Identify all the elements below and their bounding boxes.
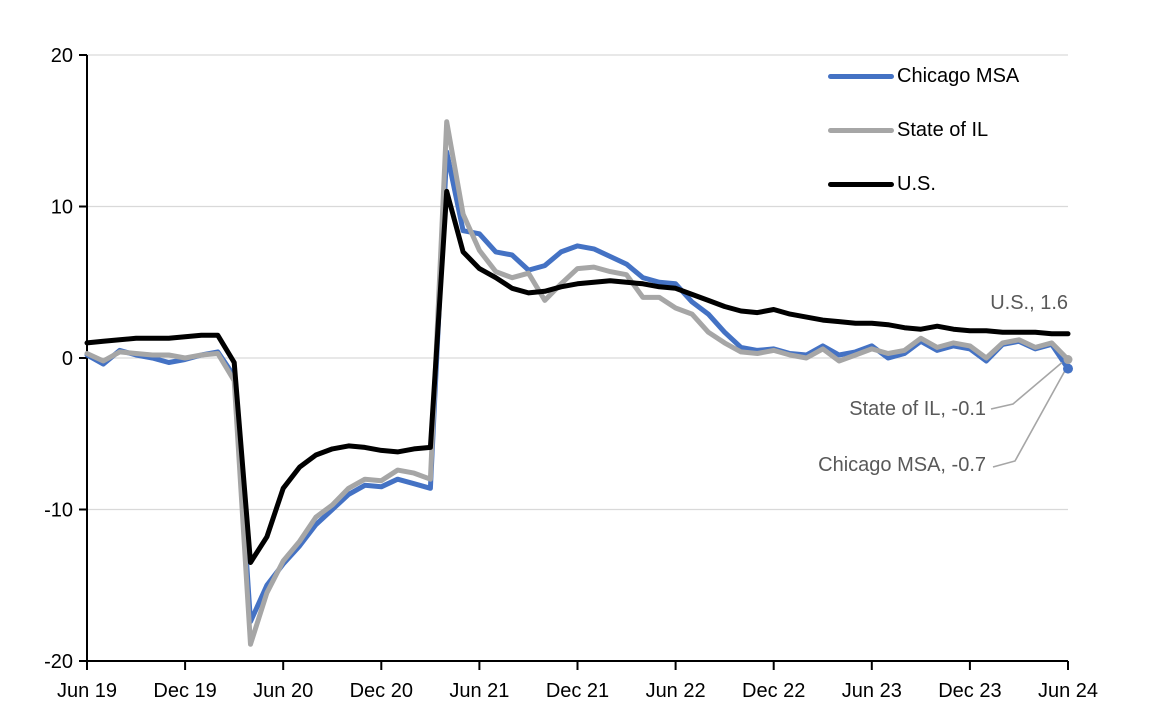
x-tick-label: Jun 20 (253, 680, 313, 702)
x-tick-label: Dec 21 (546, 680, 609, 702)
y-tick-label: 10 (51, 197, 73, 219)
x-tick-label: Dec 22 (742, 680, 805, 702)
legend-label-state-of-il: State of IL (897, 118, 989, 141)
leader-line-chicago-msa (992, 370, 1066, 468)
y-tick-label: -10 (44, 500, 73, 522)
legend: Chicago MSA State of IL U.S. (828, 49, 1019, 211)
annotation-us-end-value: U.S., 1.6 (990, 292, 1068, 314)
y-tick-label: 20 (51, 45, 73, 67)
x-tick-label: Dec 19 (153, 680, 216, 702)
x-tick-label: Jun 24 (1038, 680, 1098, 702)
x-tick-label: Dec 23 (938, 680, 1001, 702)
legend-swatch-chicago-msa (828, 73, 894, 79)
y-tick-label: 0 (62, 348, 73, 370)
leader-line-state-il (990, 361, 1063, 410)
x-tick-label: Jun 22 (646, 680, 706, 702)
x-tick-label: Jun 21 (449, 680, 509, 702)
legend-label-us: U.S. (897, 172, 936, 195)
end-dot-state-of-il (1063, 355, 1073, 365)
x-tick-label: Dec 20 (350, 680, 413, 702)
y-tick-label: -20 (44, 651, 73, 673)
annotation-state-il-end-value: State of IL, -0.1 (849, 398, 986, 420)
legend-swatch-us (828, 181, 894, 187)
series-line-u-s- (84, 188, 1071, 565)
x-tick-label: Jun 19 (57, 680, 117, 702)
annotation-chicago-msa-end-value: Chicago MSA, -0.7 (818, 454, 986, 476)
legend-item-us: U.S. (828, 157, 1019, 211)
legend-item-state-of-il: State of IL (828, 103, 1019, 157)
end-dot-chicago-msa (1063, 363, 1073, 374)
legend-item-chicago-msa: Chicago MSA (828, 49, 1019, 103)
legend-swatch-state-of-il (828, 127, 894, 133)
series-line-state-of-il (84, 119, 1071, 647)
legend-label-chicago-msa: Chicago MSA (897, 64, 1020, 87)
x-tick-label: Jun 23 (842, 680, 902, 702)
